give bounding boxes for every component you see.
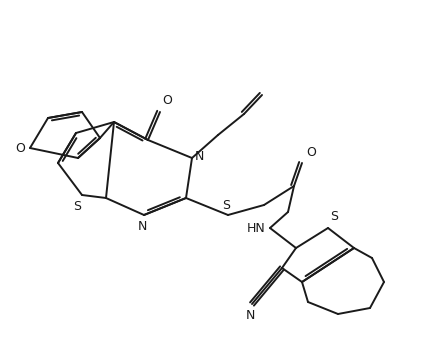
- Text: S: S: [73, 200, 81, 213]
- Text: N: N: [195, 150, 204, 163]
- Text: O: O: [162, 94, 172, 107]
- Text: S: S: [222, 199, 230, 212]
- Text: HN: HN: [247, 221, 266, 235]
- Text: N: N: [245, 309, 255, 322]
- Text: N: N: [137, 220, 147, 233]
- Text: O: O: [306, 146, 316, 159]
- Text: S: S: [330, 210, 338, 223]
- Text: O: O: [15, 142, 25, 155]
